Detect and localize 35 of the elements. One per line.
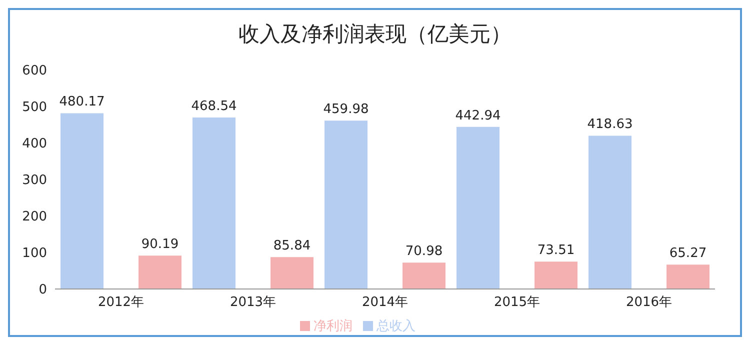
y-tick-label: 600	[22, 64, 47, 79]
bar	[588, 136, 632, 289]
x-tick-label: 2015年	[494, 295, 540, 310]
x-tick-label: 2012年	[98, 295, 144, 310]
y-tick-label: 500	[22, 100, 47, 116]
bar	[456, 126, 500, 289]
y-tick-label: 400	[22, 136, 47, 152]
data-label: 90.19	[141, 237, 179, 252]
x-tick-label: 2014年	[362, 295, 408, 310]
data-label: 468.54	[191, 98, 237, 114]
data-label: 85.84	[273, 238, 311, 254]
x-tick-label: 2013年	[230, 295, 276, 310]
bar	[324, 120, 368, 289]
y-tick-label: 200	[22, 210, 47, 225]
chart-title: 收入及净利润表现（亿美元）	[238, 21, 512, 48]
data-label: 65.27	[669, 246, 707, 262]
data-label: 70.98	[405, 244, 443, 260]
bar	[666, 264, 710, 289]
data-label: 442.94	[455, 108, 501, 124]
legend-label: 净利润	[314, 319, 352, 334]
x-tick-label: 2016年	[626, 295, 672, 310]
bar	[192, 117, 236, 289]
bar	[270, 257, 314, 289]
bar	[138, 256, 182, 289]
legend-label: 总收入	[376, 319, 416, 334]
y-tick-label: 0	[38, 282, 47, 298]
bar	[60, 113, 104, 289]
y-tick-label: 100	[22, 246, 47, 262]
data-label: 73.51	[537, 243, 575, 258]
data-label: 418.63	[587, 117, 633, 132]
bar	[402, 262, 446, 289]
y-tick-label: 300	[22, 173, 47, 188]
bar	[534, 262, 578, 289]
data-label: 480.17	[59, 94, 105, 110]
data-label: 459.98	[323, 102, 369, 118]
